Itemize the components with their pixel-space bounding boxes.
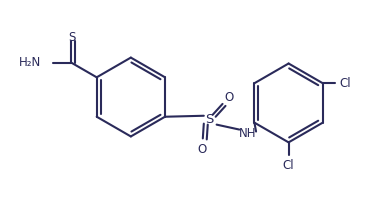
Text: O: O [197, 143, 206, 156]
Text: NH: NH [238, 127, 256, 140]
Text: O: O [225, 90, 234, 103]
Text: S: S [206, 113, 214, 126]
Text: Cl: Cl [340, 77, 351, 90]
Text: S: S [68, 31, 76, 44]
Text: H₂N: H₂N [19, 56, 41, 69]
Text: Cl: Cl [283, 159, 294, 172]
